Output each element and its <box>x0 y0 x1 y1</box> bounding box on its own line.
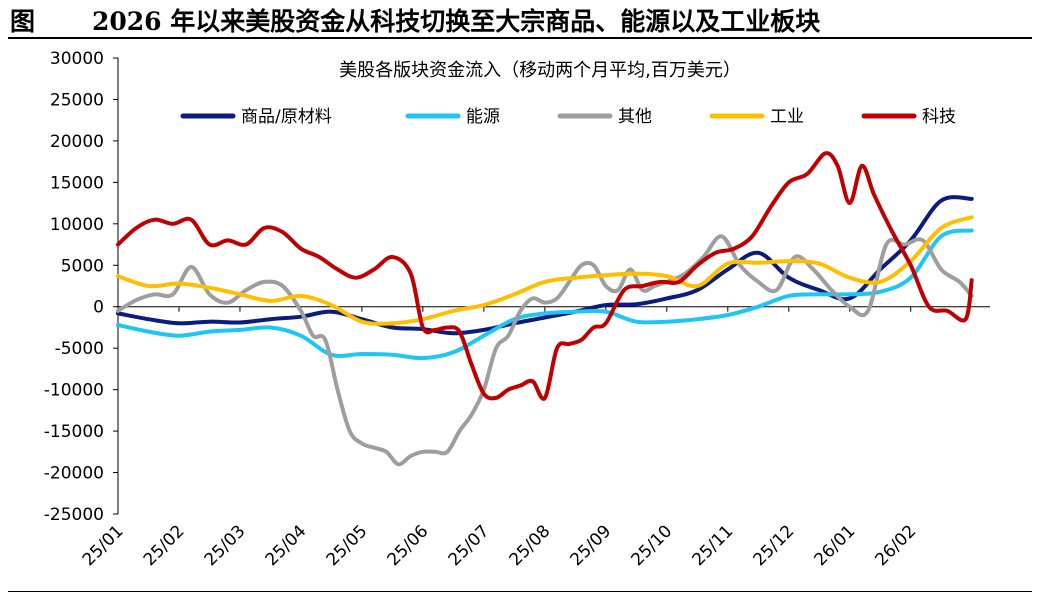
x-tick-label: 25/07 <box>445 521 494 570</box>
legend: 商品/原材料 能源 其他 工业 科技 <box>180 107 956 127</box>
y-tick-label: 20000 <box>50 132 104 152</box>
y-tick-labels: 30000 25000 20000 15000 10000 5000 0 -5000 -1000… <box>44 49 118 525</box>
legend-label-2: 其他 <box>618 107 652 127</box>
y-tick-label: 0 <box>93 298 104 318</box>
x-tick-label: 25/06 <box>384 521 433 570</box>
legend-label-1: 能源 <box>466 107 500 127</box>
figure-header: 图 2026 年以来美股资金从科技切换至大宗商品、能源以及工业板块 <box>0 0 1037 40</box>
y-tick-label: -25000 <box>44 505 104 525</box>
series-lines <box>116 151 974 467</box>
figure-title: 2026 年以来美股资金从科技切换至大宗商品、能源以及工业板块 <box>92 7 821 36</box>
header-rule <box>8 37 1032 39</box>
legend-label-4: 科技 <box>922 107 956 127</box>
x-tick-label: 26/01 <box>810 521 859 570</box>
y-tick-label: 15000 <box>50 173 104 193</box>
chart-title: 美股各版块资金流入（移动两个月平均,百万美元） <box>339 60 741 81</box>
chart-axes <box>117 58 990 514</box>
figure-label: 图 <box>10 7 36 36</box>
y-tick-label: -10000 <box>44 381 104 401</box>
y-tick-label: -20000 <box>44 464 104 484</box>
series-line-1 <box>116 228 974 361</box>
x-tick-label: 25/11 <box>689 521 738 570</box>
legend-label-3: 工业 <box>770 107 804 127</box>
x-tick-label: 25/01 <box>79 521 128 570</box>
x-tick-label: 25/12 <box>750 521 799 570</box>
y-tick-label: 25000 <box>50 90 104 110</box>
x-tick-label: 26/02 <box>871 521 920 570</box>
x-tick-label: 25/04 <box>262 521 311 570</box>
y-tick-label: 10000 <box>50 215 104 235</box>
x-tick-label: 25/10 <box>628 521 677 570</box>
x-tick-labels: 25/01 25/02 25/03 25/04 25/05 25/06 25/07 25/08… <box>79 306 920 570</box>
series-line-4 <box>116 151 974 401</box>
x-tick-label: 25/03 <box>201 521 250 570</box>
legend-label-0: 商品/原材料 <box>241 107 332 127</box>
y-tick-label: 5000 <box>61 256 104 276</box>
y-tick-label: -15000 <box>44 422 104 442</box>
x-tick-label: 25/08 <box>506 521 555 570</box>
y-tick-label: -5000 <box>55 339 104 359</box>
series-line-3 <box>116 215 974 326</box>
series-line-2 <box>116 234 974 467</box>
x-tick-label: 25/05 <box>323 521 372 570</box>
x-tick-label: 25/09 <box>567 521 616 570</box>
y-tick-label: 30000 <box>50 49 104 69</box>
footer-rule <box>8 591 1032 592</box>
x-tick-label: 25/02 <box>140 521 189 570</box>
